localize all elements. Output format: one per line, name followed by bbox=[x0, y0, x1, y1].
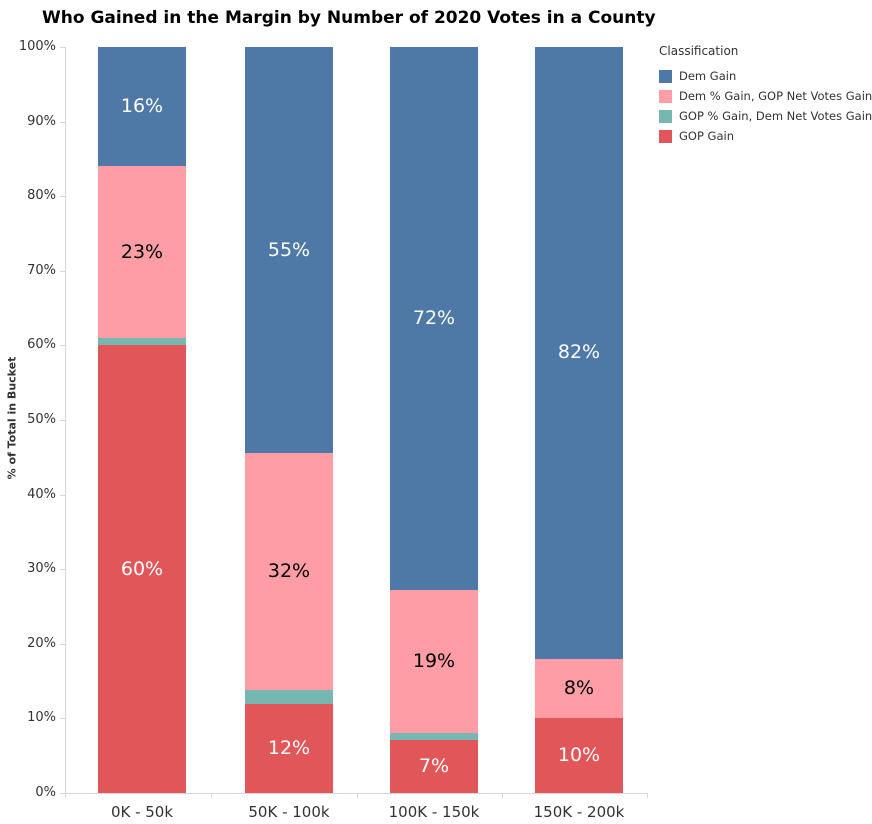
bar-segment[interactable]: 7% bbox=[390, 740, 478, 793]
y-tick-mark bbox=[60, 718, 65, 720]
x-axis-boundary-tick bbox=[356, 794, 358, 798]
y-tick-mark bbox=[60, 121, 65, 123]
bar-segment[interactable] bbox=[390, 732, 478, 741]
legend-item-label: GOP Gain bbox=[679, 129, 734, 143]
bar-value-label: 7% bbox=[418, 755, 450, 778]
x-axis-boundary-tick bbox=[647, 794, 648, 798]
y-tick-label: 0% bbox=[35, 785, 56, 800]
bar-value-label: 12% bbox=[267, 737, 311, 760]
bar-value-label: 55% bbox=[267, 238, 311, 261]
y-tick-label: 60% bbox=[27, 337, 56, 353]
y-tick-mark bbox=[60, 345, 65, 347]
x-axis-boundary-tick bbox=[210, 794, 212, 798]
legend-item-label: Dem % Gain, GOP Net Votes Gain bbox=[679, 89, 872, 103]
y-tick-label: 10% bbox=[27, 710, 56, 726]
bar-segment[interactable]: 32% bbox=[245, 453, 333, 690]
y-tick-mark bbox=[60, 494, 65, 496]
y-tick-label: 80% bbox=[27, 188, 56, 204]
legend-item-label: GOP % Gain, Dem Net Votes Gain bbox=[679, 109, 872, 123]
x-category-label: 0K - 50k bbox=[110, 803, 174, 821]
x-category-label: 50K - 100k bbox=[248, 803, 330, 821]
y-tick-mark bbox=[60, 569, 65, 571]
y-tick-mark bbox=[60, 643, 65, 645]
legend-color-swatch bbox=[659, 109, 672, 123]
x-category-label: 150K - 200k bbox=[533, 803, 625, 821]
legend-items: Dem Gain Dem % Gain, GOP Net Votes Gain GO… bbox=[659, 66, 872, 146]
legend-item[interactable]: GOP Gain bbox=[659, 126, 871, 146]
legend: Classification Dem Gain Dem % Gain, GOP N… bbox=[659, 44, 872, 146]
y-tick-label: 90% bbox=[27, 113, 56, 129]
y-axis-line bbox=[65, 47, 66, 793]
bar-value-label: 82% bbox=[557, 341, 601, 364]
bar-value-label: 19% bbox=[412, 649, 456, 672]
y-tick-label: 100% bbox=[18, 39, 56, 54]
legend-item[interactable]: Dem Gain bbox=[659, 66, 871, 86]
bar-segment[interactable]: 60% bbox=[98, 345, 186, 793]
x-category-label: 100K - 150k bbox=[388, 803, 480, 821]
bar-segment[interactable] bbox=[245, 689, 333, 705]
legend-color-swatch bbox=[659, 69, 672, 83]
x-axis-boundary-tick bbox=[65, 794, 66, 798]
bar-segment[interactable]: 16% bbox=[98, 47, 186, 167]
y-tick-mark bbox=[60, 196, 65, 198]
legend-title: Classification bbox=[659, 44, 739, 58]
bar-value-label: 8% bbox=[563, 677, 595, 700]
bar-value-label: 72% bbox=[412, 306, 456, 329]
x-axis-boundary-tick bbox=[502, 794, 504, 798]
bar-segment[interactable]: 10% bbox=[535, 718, 623, 793]
plot-area: 16% 23% 60% 55% 32% 12% 72% 19% 7% 82% 8% 10% bbox=[65, 47, 648, 799]
bar-segment[interactable] bbox=[98, 337, 186, 346]
bar-value-label: 23% bbox=[120, 240, 164, 263]
legend-color-swatch bbox=[659, 129, 672, 143]
y-tick-mark bbox=[60, 47, 65, 48]
bar-value-label: 32% bbox=[267, 559, 311, 582]
y-tick-mark bbox=[60, 793, 65, 794]
chart-title: Who Gained in the Margin by Number of 20… bbox=[42, 8, 656, 28]
bar-segment[interactable]: 55% bbox=[245, 47, 333, 454]
legend-color-swatch bbox=[659, 89, 672, 103]
bar-segment[interactable]: 82% bbox=[535, 47, 623, 659]
bar-value-label: 60% bbox=[120, 557, 164, 580]
y-tick-mark bbox=[60, 420, 65, 421]
legend-item[interactable]: Dem % Gain, GOP Net Votes Gain bbox=[659, 86, 872, 106]
bar-segment[interactable]: 8% bbox=[535, 658, 623, 719]
y-tick-label: 50% bbox=[27, 412, 56, 427]
x-axis-line bbox=[65, 793, 648, 794]
bar-segment[interactable]: 23% bbox=[98, 166, 186, 338]
y-tick-mark bbox=[60, 270, 65, 272]
y-tick-label: 70% bbox=[27, 262, 56, 278]
y-tick-label: 40% bbox=[27, 486, 56, 502]
bar-segment[interactable]: 19% bbox=[390, 589, 478, 733]
bar-segment[interactable]: 72% bbox=[390, 47, 478, 590]
y-tick-label: 30% bbox=[27, 561, 56, 577]
legend-item-label: Dem Gain bbox=[679, 69, 737, 83]
bar-value-label: 10% bbox=[557, 744, 601, 767]
legend-item[interactable]: GOP % Gain, Dem Net Votes Gain bbox=[659, 106, 872, 126]
y-tick-label: 20% bbox=[27, 635, 56, 651]
bar-value-label: 16% bbox=[120, 95, 164, 118]
bar-segment[interactable]: 12% bbox=[245, 704, 333, 793]
